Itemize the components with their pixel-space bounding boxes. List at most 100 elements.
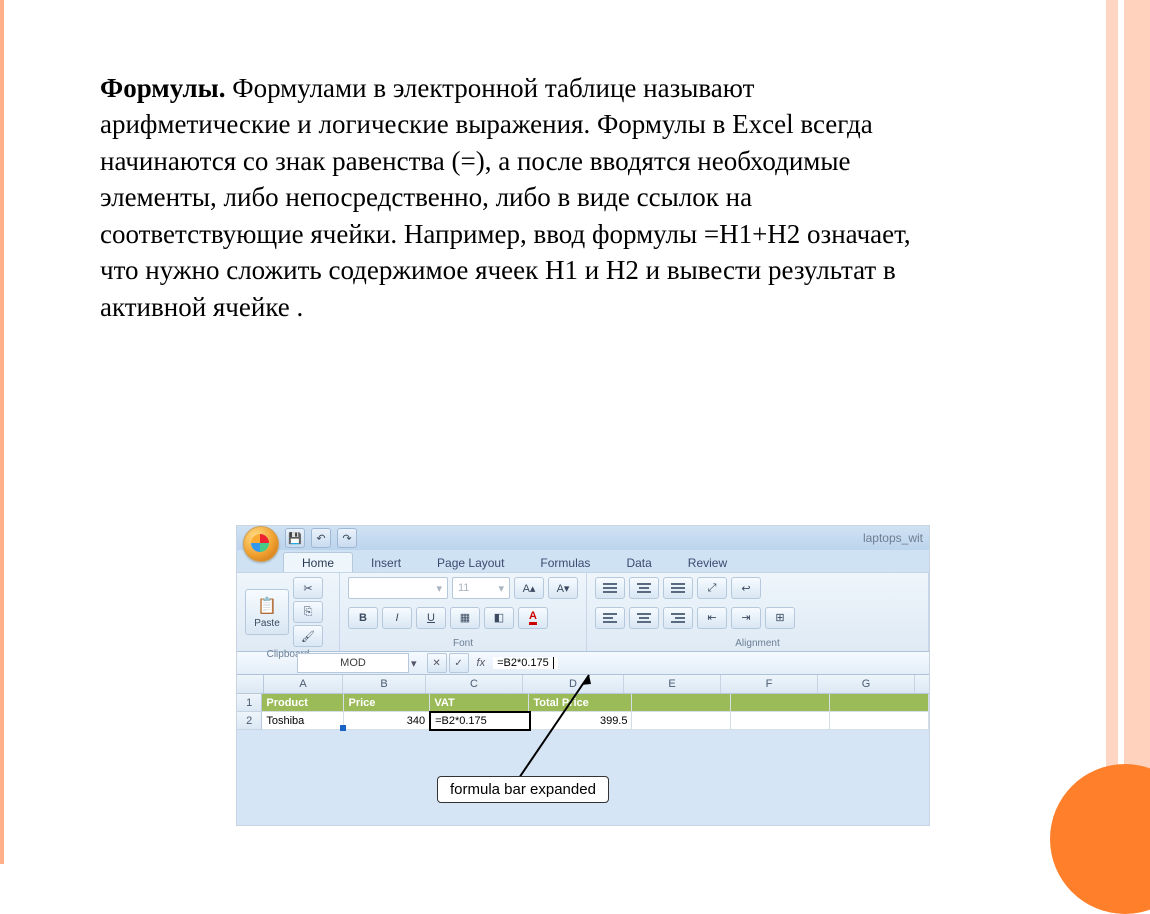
tab-home[interactable]: Home <box>283 552 353 572</box>
border-button[interactable]: ▦ <box>450 607 480 629</box>
qat-save[interactable]: 💾 <box>285 528 305 548</box>
redo-icon: ↷ <box>342 532 351 545</box>
increase-indent-button[interactable]: ⇥ <box>731 607 761 629</box>
paste-label: Paste <box>254 618 280 629</box>
cell[interactable] <box>830 712 929 730</box>
dec-indent-icon: ⇤ <box>707 611 716 624</box>
table-row: 1ProductPriceVATTotal Price <box>237 694 929 712</box>
cell[interactable]: 340 <box>344 712 430 730</box>
ribbon-group-font: ▾ 11▾ A▴ A▾ B I U ▦ ◧ A Font <box>340 573 587 651</box>
name-box[interactable]: MOD <box>297 653 409 673</box>
column-header[interactable]: B <box>343 675 426 693</box>
cut-button[interactable]: ✂ <box>293 577 323 599</box>
cell[interactable]: Total Price <box>529 694 632 712</box>
column-header[interactable]: G <box>818 675 915 693</box>
tab-review[interactable]: Review <box>670 553 745 572</box>
orientation-icon: ⤢ <box>708 582 717 595</box>
decrease-indent-button[interactable]: ⇤ <box>697 607 727 629</box>
cancel-icon: ✕ <box>432 658 440 669</box>
painter-icon: 🖌 <box>301 630 315 643</box>
italic-button[interactable]: I <box>382 607 412 629</box>
align-bottom-button[interactable] <box>663 577 693 599</box>
copy-button[interactable]: ⎘ <box>293 601 323 623</box>
chevron-down-icon: ▾ <box>498 582 504 595</box>
font-title: Font <box>348 636 578 649</box>
align-center-button[interactable] <box>629 607 659 629</box>
formula-cancel-button[interactable]: ✕ <box>427 653 447 673</box>
ribbon-tabs: Home Insert Page Layout Formulas Data Re… <box>237 550 929 572</box>
cell[interactable] <box>830 694 929 712</box>
underline-icon: U <box>427 612 435 624</box>
row-header[interactable]: 1 <box>237 694 262 712</box>
office-button[interactable] <box>243 526 279 562</box>
lead-word: Формулы. <box>100 73 226 103</box>
spreadsheet-grid: ABCDEFG 1ProductPriceVATTotal Price2Tosh… <box>237 675 929 730</box>
align-left-icon <box>603 613 617 623</box>
paste-button[interactable]: 📋 Paste <box>245 589 289 635</box>
excel-screenshot: 💾 ↶ ↷ laptops_wit Home Insert Page Layou… <box>236 525 930 826</box>
name-box-value: MOD <box>340 657 366 669</box>
fx-label[interactable]: fx <box>477 657 486 669</box>
align-left-button[interactable] <box>595 607 625 629</box>
grow-font-icon: A▴ <box>523 582 536 595</box>
cell[interactable] <box>632 712 731 730</box>
align-top-button[interactable] <box>595 577 625 599</box>
copy-icon: ⎘ <box>304 606 313 619</box>
fill-handle[interactable] <box>340 725 346 731</box>
orientation-button[interactable]: ⤢ <box>697 577 727 599</box>
tab-formulas[interactable]: Formulas <box>522 553 608 572</box>
qat-undo[interactable]: ↶ <box>311 528 331 548</box>
cell[interactable] <box>632 694 731 712</box>
cell[interactable]: Product <box>262 694 344 712</box>
formula-input[interactable]: =B2*0.175 <box>493 657 558 669</box>
column-header[interactable]: C <box>426 675 523 693</box>
align-middle-button[interactable] <box>629 577 659 599</box>
cell[interactable]: Toshiba <box>262 712 344 730</box>
tab-data[interactable]: Data <box>608 553 669 572</box>
decor-stripe-left <box>0 0 4 864</box>
fill-icon: ◧ <box>494 611 504 624</box>
align-right-icon <box>671 613 685 623</box>
underline-button[interactable]: U <box>416 607 446 629</box>
select-all-corner[interactable] <box>237 675 264 693</box>
fill-color-button[interactable]: ◧ <box>484 607 514 629</box>
inc-indent-icon: ⇥ <box>741 611 750 624</box>
decor-stripe-right-outer <box>1124 0 1150 864</box>
align-right-button[interactable] <box>663 607 693 629</box>
row-header[interactable]: 2 <box>237 712 262 730</box>
merge-button[interactable]: ⊞ <box>765 607 795 629</box>
font-color-button[interactable]: A <box>518 607 548 629</box>
cell[interactable]: =B2*0.175 <box>429 711 531 731</box>
callout-label: formula bar expanded <box>437 776 609 803</box>
body-text: Формулы. Формулами в электронной таблице… <box>100 70 920 325</box>
align-center-icon <box>637 613 651 623</box>
column-header[interactable]: A <box>264 675 343 693</box>
font-family-select[interactable]: ▾ <box>348 577 448 599</box>
cell[interactable] <box>731 694 830 712</box>
name-box-dropdown[interactable]: ▾ <box>411 657 417 670</box>
excel-titlebar: 💾 ↶ ↷ laptops_wit <box>237 526 929 550</box>
cell[interactable]: Price <box>344 694 430 712</box>
wrap-text-button[interactable]: ↩ <box>731 577 761 599</box>
qat-redo[interactable]: ↷ <box>337 528 357 548</box>
decor-stripe-right-inner <box>1106 0 1118 864</box>
align-middle-icon <box>637 583 651 593</box>
column-header[interactable]: F <box>721 675 818 693</box>
alignment-title: Alignment <box>595 636 920 649</box>
cell[interactable] <box>731 712 830 730</box>
enter-icon: ✓ <box>454 658 462 669</box>
column-header[interactable]: E <box>624 675 721 693</box>
cell[interactable]: 399.5 <box>530 712 633 730</box>
tab-page-layout[interactable]: Page Layout <box>419 553 522 572</box>
cell[interactable]: VAT <box>430 694 529 712</box>
shrink-font-button[interactable]: A▾ <box>548 577 578 599</box>
formula-enter-button[interactable]: ✓ <box>449 653 469 673</box>
tab-insert[interactable]: Insert <box>353 553 419 572</box>
grow-font-button[interactable]: A▴ <box>514 577 544 599</box>
column-header[interactable]: D <box>523 675 624 693</box>
font-size-select[interactable]: 11▾ <box>452 577 510 599</box>
formula-bar: MOD ▾ ✕ ✓ fx =B2*0.175 <box>237 652 929 675</box>
bold-button[interactable]: B <box>348 607 378 629</box>
border-icon: ▦ <box>460 611 470 624</box>
format-painter-button[interactable]: 🖌 <box>293 625 323 647</box>
